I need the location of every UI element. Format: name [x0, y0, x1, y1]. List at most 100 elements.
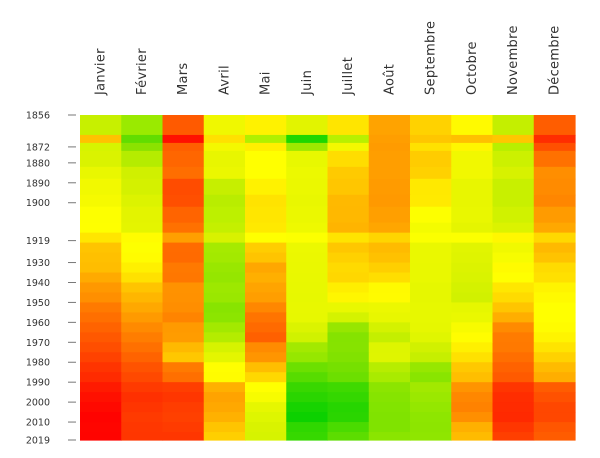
- heatmap-cell: [121, 432, 164, 441]
- heatmap-cell: [162, 194, 205, 208]
- heatmap-cell: [121, 115, 164, 136]
- year-tick-label: 1940: [26, 278, 50, 289]
- heatmap-cell: [80, 206, 122, 224]
- heatmap-cell: [286, 222, 329, 234]
- heatmap-cell: [492, 312, 535, 323]
- heatmap-cell: [245, 302, 287, 313]
- heatmap-cell: [368, 194, 411, 208]
- heatmap-cell: [121, 222, 164, 234]
- heatmap-cell: [80, 282, 122, 294]
- month-label-2: Mars: [176, 62, 191, 95]
- heatmap-cell: [245, 382, 287, 393]
- month-label-7: Août: [382, 64, 397, 95]
- heatmap-cell: [203, 166, 246, 180]
- heatmap-cell: [286, 262, 329, 274]
- heatmap-cell: [80, 332, 122, 343]
- heatmap-cell: [327, 342, 370, 353]
- heatmap-cell: [80, 194, 122, 208]
- heatmap-cell: [80, 242, 122, 254]
- heatmap-cell: [410, 282, 452, 294]
- heatmap-cell: [368, 432, 411, 441]
- year-tick-label: 1980: [26, 358, 50, 369]
- heatmap-cell: [327, 332, 370, 343]
- heatmap-cell: [451, 432, 494, 441]
- heatmap-cell: [533, 178, 576, 196]
- heatmap-cell: [410, 432, 452, 441]
- heatmap-cell: [286, 402, 329, 413]
- heatmap-cell: [80, 432, 122, 441]
- heatmap-cell: [121, 150, 164, 168]
- heatmap-cell: [492, 222, 535, 234]
- heatmap-cell: [245, 222, 287, 234]
- heatmap-cell: [121, 252, 164, 264]
- heatmap-cell: [203, 352, 246, 363]
- heatmap-cell: [203, 150, 246, 168]
- heatmap-cell: [368, 242, 411, 254]
- heatmap-cell: [245, 372, 287, 383]
- heatmap-cell: [327, 292, 370, 304]
- heatmap-cell: [162, 432, 205, 441]
- heatmap-cell: [286, 302, 329, 313]
- heatmap-cell: [121, 242, 164, 254]
- heatmap-cell: [410, 312, 452, 323]
- heatmap-cell: [121, 412, 164, 423]
- heatmap-cell: [533, 352, 576, 363]
- heatmap-cell: [410, 252, 452, 264]
- heatmap-cell: [286, 142, 329, 152]
- heatmap-cell: [451, 342, 494, 353]
- heatmap-cell: [203, 342, 246, 353]
- heatmap-cell: [533, 342, 576, 353]
- heatmap-cell: [410, 178, 452, 196]
- heatmap-cell: [245, 282, 287, 294]
- heatmap-cells: [80, 115, 576, 441]
- heatmap-cell: [451, 412, 494, 423]
- heatmap-cell: [327, 352, 370, 363]
- heatmap-cell: [451, 332, 494, 343]
- heatmap-cell: [121, 282, 164, 294]
- heatmap-cell: [286, 372, 329, 383]
- heatmap-cell: [410, 206, 452, 224]
- heatmap-cell: [286, 272, 329, 284]
- heatmap-cell: [203, 422, 246, 433]
- heatmap-cell: [203, 222, 246, 234]
- heatmap-cell: [80, 272, 122, 284]
- heatmap-cell: [245, 402, 287, 413]
- heatmap-cell: [80, 362, 122, 373]
- heatmap-cell: [327, 134, 370, 144]
- heatmap-cell: [368, 382, 411, 393]
- heatmap-cell: [121, 194, 164, 208]
- heatmap-cell: [121, 382, 164, 393]
- heatmap-cell: [410, 142, 452, 152]
- month-label-11: Décembre: [547, 25, 562, 95]
- heatmap-cell: [80, 412, 122, 423]
- heatmap-cell: [410, 262, 452, 274]
- heatmap-cell: [245, 342, 287, 353]
- heatmap-cell: [203, 142, 246, 152]
- heatmap-cell: [368, 262, 411, 274]
- heatmap-cell: [162, 115, 205, 136]
- heatmap-cell: [327, 166, 370, 180]
- heatmap-cell: [533, 362, 576, 373]
- heatmap-cell: [368, 402, 411, 413]
- heatmap-cell: [245, 292, 287, 304]
- heatmap-cell: [410, 134, 452, 144]
- heatmap-cell: [80, 232, 122, 244]
- year-tick-label: 1970: [26, 338, 50, 349]
- heatmap-cell: [533, 222, 576, 234]
- heatmap-cell: [492, 372, 535, 383]
- heatmap-cell: [368, 422, 411, 433]
- heatmap-cell: [451, 392, 494, 403]
- heatmap-cell: [80, 402, 122, 413]
- heatmap-cell: [451, 402, 494, 413]
- heatmap-cell: [451, 222, 494, 234]
- heatmap-cell: [245, 322, 287, 333]
- heatmap-cell: [245, 142, 287, 152]
- month-label-9: Octobre: [465, 41, 480, 95]
- heatmap-cell: [327, 322, 370, 333]
- heatmap-cell: [492, 206, 535, 224]
- year-tick-label: 1890: [26, 178, 50, 189]
- heatmap-cell: [410, 332, 452, 343]
- heatmap-cell: [162, 222, 205, 234]
- heatmap-cell: [245, 432, 287, 441]
- heatmap-cell: [492, 342, 535, 353]
